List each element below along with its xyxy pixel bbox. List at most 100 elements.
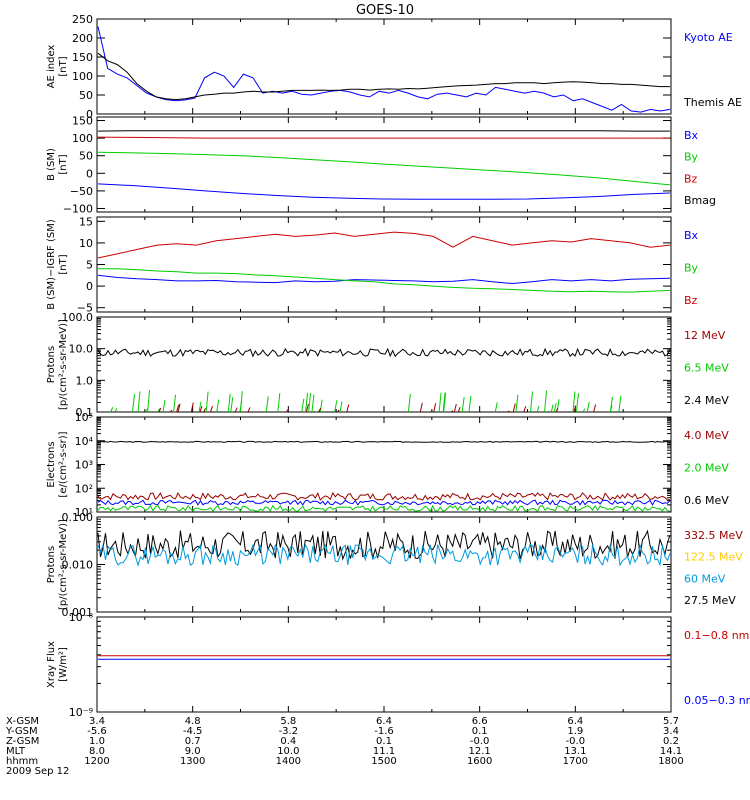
series-2-4-mev: [97, 347, 671, 358]
series-6-5-mev-spike: [550, 404, 554, 412]
series-6-5-mev-spike: [575, 393, 579, 412]
ephemeris-value: 1500: [371, 756, 396, 767]
series-6-5-mev-spike: [132, 393, 136, 412]
legend-entry: 6.5 MeV: [684, 362, 729, 375]
series-6-5-mev-spike: [544, 390, 548, 412]
ephemeris-value: 5.7: [663, 716, 679, 727]
series-60-mev: [97, 543, 671, 567]
series-6-5-mev-spike: [230, 397, 234, 412]
series-12-mev-spike: [203, 407, 207, 412]
panel-xray: 10⁻⁹ 10⁻⁸ Xray Flux [W/m²] 0.1−0.8 nm 0.05−0.…: [46, 611, 750, 719]
series-6-5-mev-spike: [553, 403, 557, 412]
ephemeris-value: -3.2: [279, 726, 299, 737]
y-tick-label: 250: [72, 13, 93, 26]
series-group: [97, 231, 671, 293]
series-12-mev-spike: [506, 410, 510, 412]
y-tick-label: −5: [77, 302, 93, 315]
series-6-5-mev-spike: [157, 408, 161, 412]
series-6-5-mev-spike: [334, 400, 338, 412]
y-axis-label: B (SM)−IGRF (SM): [46, 219, 57, 310]
series-6-5-mev-spike: [536, 405, 540, 412]
series-6-5-mev-spike: [438, 392, 442, 412]
series-6-5-mev-spike: [586, 401, 590, 412]
ephemeris-value: 0.1: [472, 726, 488, 737]
y-tick-label: 10⁻⁸: [69, 611, 94, 624]
panel-bsm: −100 −50 0 50 100 150 B (SM) [nT] Bx By Bz Bmag: [46, 115, 716, 216]
series-12-mev-spike: [555, 407, 559, 412]
ephemeris-value: 4.8: [185, 716, 201, 727]
y-tick-label: 100.0: [62, 311, 94, 324]
series-6-5-mev-spike: [582, 408, 586, 412]
series-0-6-mev: [97, 440, 671, 443]
series-6-5-mev-spike: [407, 393, 411, 412]
series-6-5-mev-spike: [110, 407, 114, 412]
ephemeris-value: 1600: [467, 756, 492, 767]
series-6-5-mev-spike: [311, 394, 315, 412]
y-tick-label: 150: [72, 115, 93, 128]
ephemeris-value: 1700: [563, 756, 588, 767]
y-tick-label: 10.0: [69, 343, 94, 356]
legend-entry: Bz: [684, 294, 698, 307]
y-tick-label: 10³: [75, 459, 93, 472]
series-6-5-mev-spike: [162, 399, 166, 412]
series-6-5-mev-spike: [301, 398, 305, 412]
series-6-5-mev-spike: [316, 410, 320, 412]
ephemeris-value: 12.1: [469, 746, 491, 757]
ephemeris-row-label: hhmm: [6, 756, 38, 767]
y-tick-label: 0.001: [62, 606, 94, 619]
ephemeris-value: 9.0: [185, 746, 201, 757]
legend-entry: 4.0 MeV: [684, 429, 729, 442]
series-6-5-mev-spike: [494, 402, 498, 412]
panel-electrons: 10¹ 10² 10³ 10⁴ 10⁵ Electrons [e/(cm²-s-sr)] 4.…: [46, 411, 729, 519]
series-group: [97, 440, 671, 512]
series-6-5-mev-spike: [319, 399, 323, 412]
series-12-mev-spike: [457, 407, 461, 412]
series-12-mev-spike: [346, 404, 350, 412]
y-tick-label: 50: [79, 89, 93, 102]
y-axis-label: Protons: [46, 546, 57, 583]
y-tick-label: 10²: [75, 482, 93, 495]
y-tick-label: 0.1: [76, 406, 94, 419]
series-2-0-mev: [97, 504, 671, 512]
ephemeris-value: 1200: [84, 756, 109, 767]
y-axis-label: [nT]: [58, 56, 69, 76]
ephemeris-row-label: Z-GSM: [6, 736, 39, 747]
y-tick-label: 0: [86, 167, 93, 180]
y-tick-label: 1.0: [76, 374, 94, 387]
series-12-mev-spike: [210, 405, 213, 412]
series-6-5-mev-spike: [173, 394, 177, 412]
legend-entry: 122.5 MeV: [684, 551, 743, 564]
ephemeris-value: 6.4: [567, 716, 583, 727]
series-12-mev-spike: [234, 407, 238, 412]
series-12-mev-spike: [453, 403, 457, 412]
series-bz: [97, 231, 671, 259]
ephemeris-value: 0.1: [376, 736, 392, 747]
panel-frame: [96, 316, 672, 413]
series-6-5-mev-spike: [530, 391, 534, 412]
series-12-mev-spike: [158, 407, 162, 412]
series-6-5-mev-spike: [227, 393, 231, 412]
ephemeris-value: -4.5: [183, 726, 203, 737]
ephemeris-value: -0.0: [470, 736, 490, 747]
ephemeris-row-label: X-GSM: [6, 716, 39, 727]
y-tick-label: 5: [86, 259, 93, 272]
series-12-mev-spike: [247, 407, 251, 412]
ephemeris-value: 14.1: [660, 746, 682, 757]
series-6-5-mev-spike: [443, 393, 447, 412]
y-tick-label: 200: [72, 32, 93, 45]
y-tick-label: 10¹: [75, 506, 93, 519]
legend-entry: 0.05−0.3 nm: [684, 694, 750, 707]
y-axis-label: [p/(cm²-s-sr-MeV)]: [58, 519, 69, 610]
panel-protons1: 0.1 1.0 10.0 100.0 Protons [p/(cm²-s-sr-MeV)]…: [46, 311, 729, 419]
ephemeris-value: 1.9: [567, 726, 583, 737]
ephemeris-value: 11.1: [373, 746, 395, 757]
series-by: [98, 268, 671, 293]
series-6-5-mev-spike: [114, 408, 118, 412]
ephemeris-value: 10.0: [277, 746, 299, 757]
legend-entry: By: [684, 262, 699, 275]
series-12-mev-spike: [176, 404, 180, 412]
series-12-mev-spike: [190, 402, 194, 412]
series-6-5-mev-spike: [137, 391, 141, 412]
